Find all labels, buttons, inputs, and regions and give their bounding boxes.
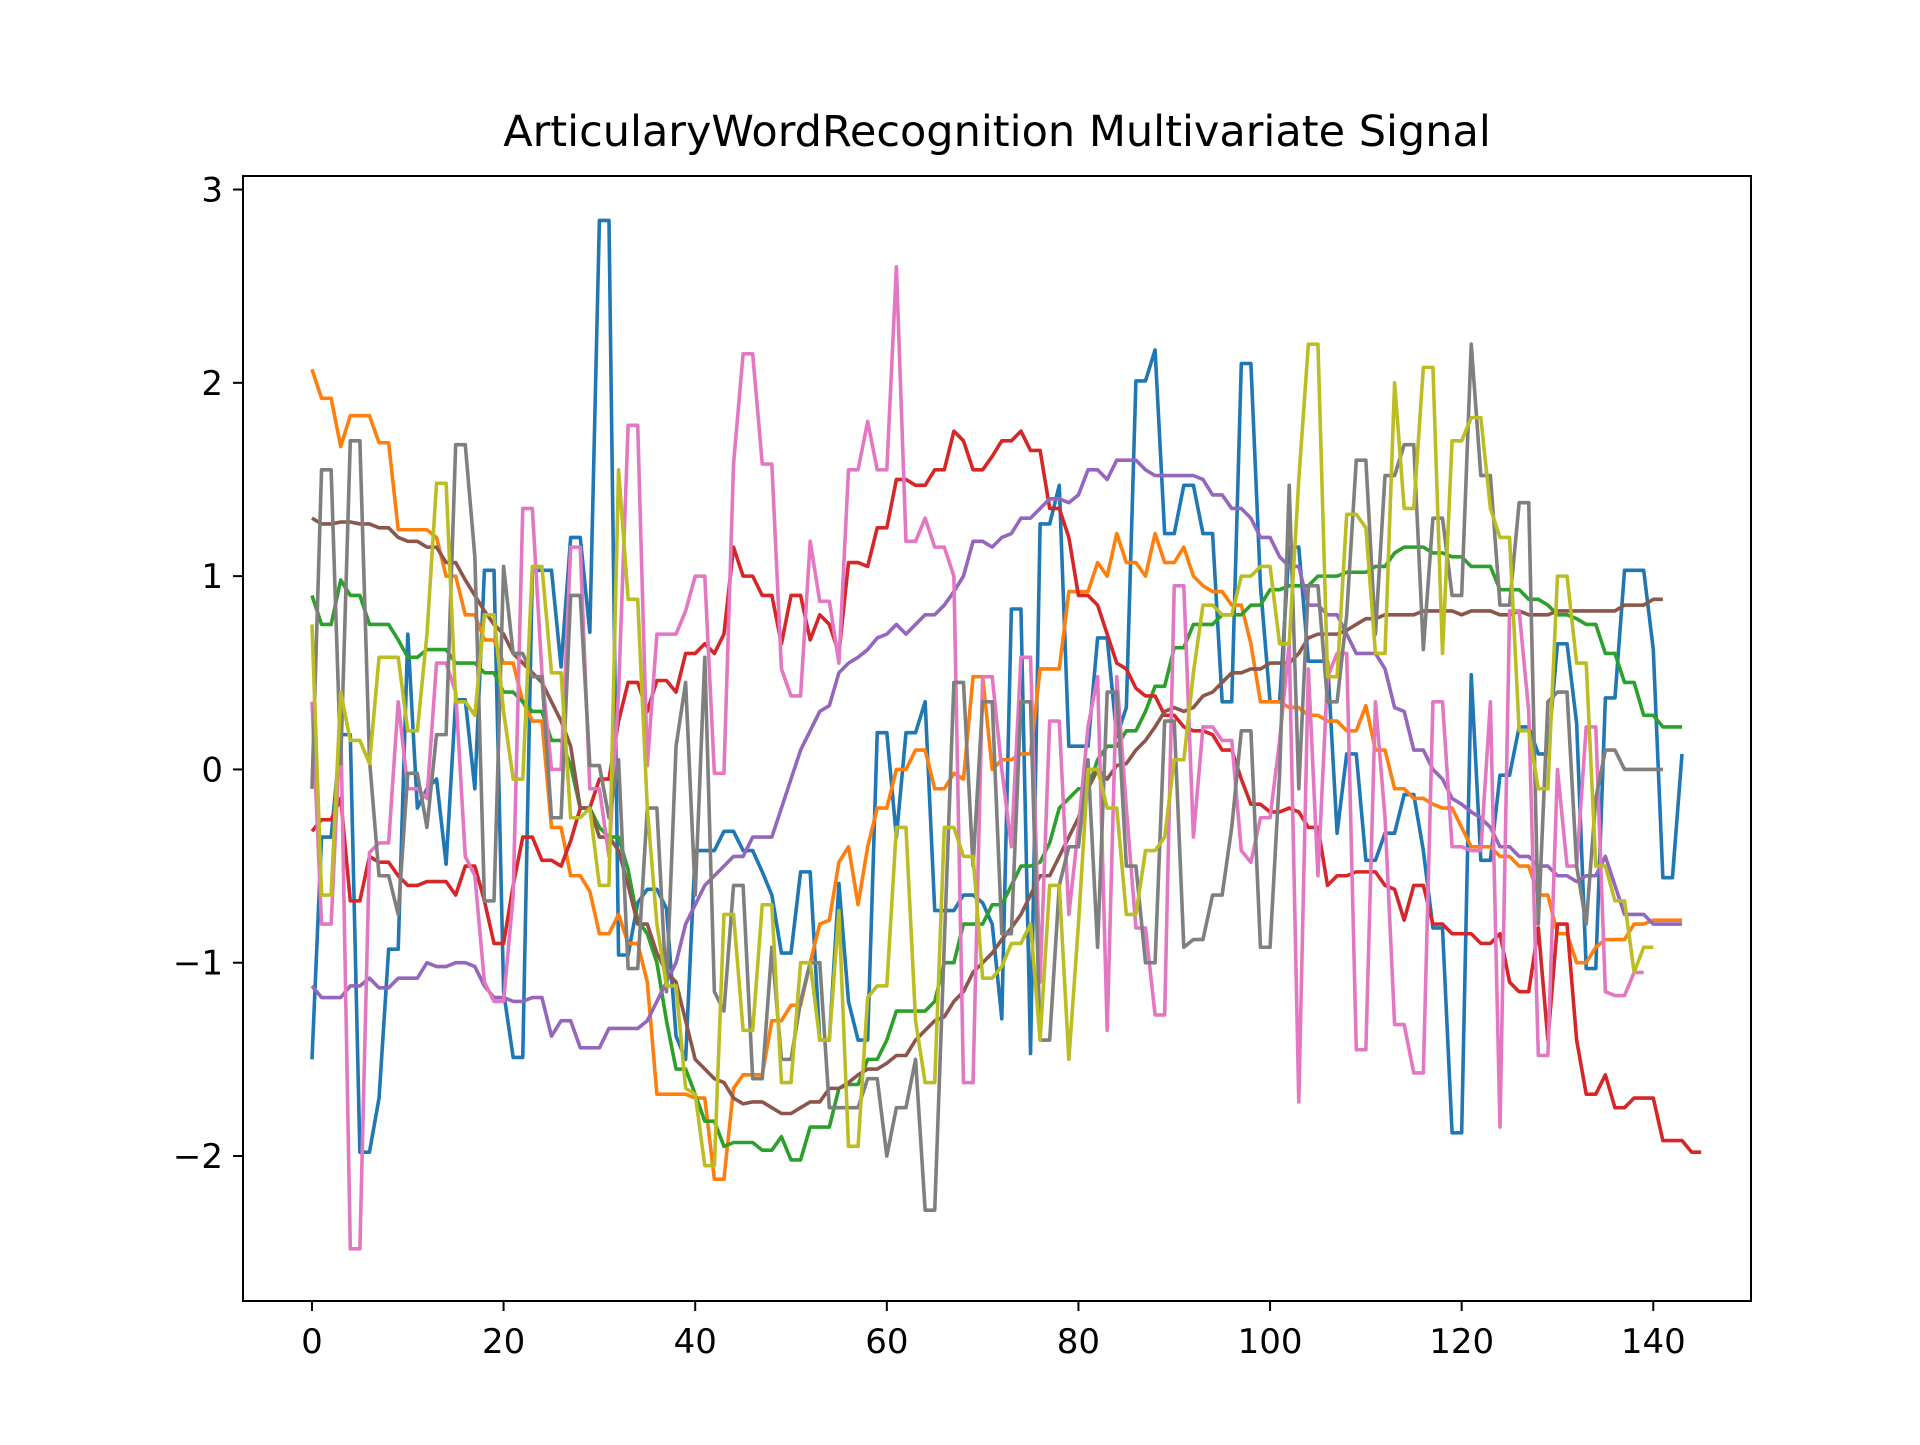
chart-title: ArticularyWordRecognition Multivariate S… [503,107,1491,157]
x-tick-label: 0 [301,1322,323,1362]
x-tick-label: 20 [482,1322,525,1362]
plot-frame [242,175,1752,1302]
y-tick-label: −2 [173,1137,223,1177]
x-tick-label: 60 [865,1322,908,1362]
y-tick-label: −1 [173,944,223,984]
x-tick-label: 120 [1429,1322,1494,1362]
x-tick-label: 40 [674,1322,717,1362]
series-line-7 [310,265,1644,1251]
y-tick-label: 2 [201,364,223,404]
series-line-4 [310,429,1702,1154]
y-tick-label: 3 [201,171,223,211]
series-line-5 [310,458,1683,1050]
y-axis: −2 −1 0 1 2 3 [173,171,243,1177]
series-line-2 [310,368,1683,1182]
x-tick-label: 100 [1238,1322,1303,1362]
series-line-3 [310,545,1683,1162]
x-tick-label: 140 [1621,1322,1686,1362]
y-tick-label: 1 [201,557,223,597]
y-tick-label: 0 [201,750,223,790]
plot-series [310,218,1702,1251]
series-line-9 [310,342,1654,1168]
x-tick-label: 80 [1057,1322,1100,1362]
x-axis: 0 20 40 60 80 100 120 140 [301,1301,1686,1362]
